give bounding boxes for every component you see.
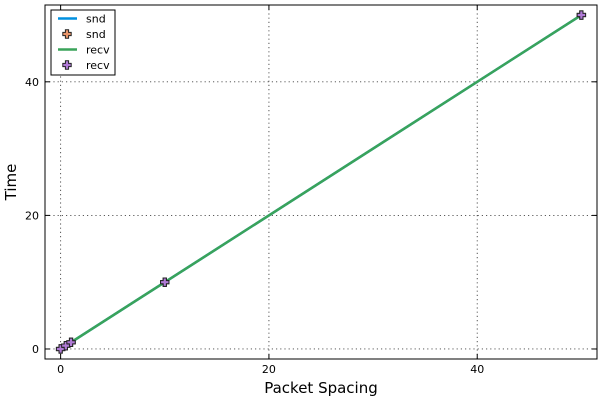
legend-label: snd [86,28,106,41]
x-tick-label: 20 [262,363,276,376]
legend: snd snd recv recv [50,9,116,76]
legend-marker-swatch [62,60,72,70]
plot-frame [44,4,598,360]
series-point-recv [160,277,170,287]
legend-box [50,9,116,76]
y-axis-label: Time [2,164,20,202]
series-point-recv [66,337,76,348]
x-tick-label: 0 [57,363,64,376]
y-tick-label: 40 [25,76,39,89]
series-layer [55,10,587,354]
y-tick-label: 0 [32,343,39,356]
legend-label: recv [86,44,110,57]
legend-marker-swatch [62,29,72,39]
x-tick-label: 40 [470,363,484,376]
x-axis-label: Packet Spacing [264,379,378,397]
axis-ticks: 0 20 40 0 20 40 [25,5,597,376]
legend-label: recv [86,59,110,72]
series-point-recv [576,10,587,20]
legend-label: snd [86,13,106,26]
y-tick-label: 20 [25,209,39,222]
